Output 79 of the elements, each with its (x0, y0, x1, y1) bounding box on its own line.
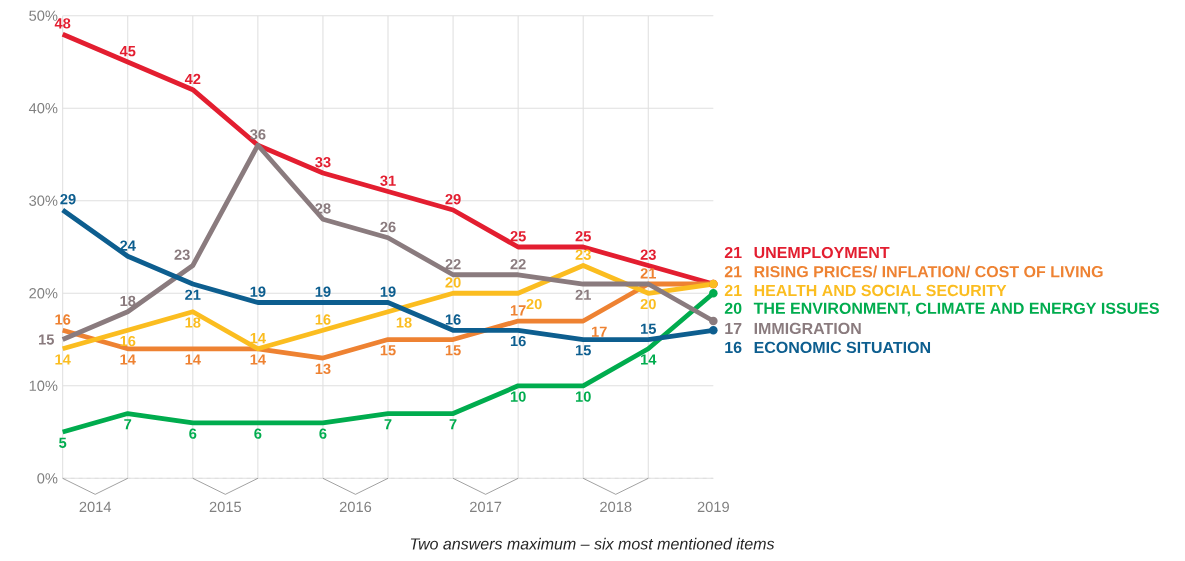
data-label: 17 (591, 326, 607, 337)
data-label: 7 (384, 419, 392, 430)
y-tick-label: 20% (29, 288, 58, 299)
data-label: 18 (120, 295, 136, 307)
data-label: 36 (250, 129, 266, 140)
data-label: 14 (250, 333, 266, 344)
data-label: 20 (526, 298, 542, 310)
data-label: 21 (185, 289, 201, 300)
data-label: 21 (575, 289, 591, 300)
data-label: 7 (449, 419, 457, 430)
y-tick-label: 10% (29, 380, 58, 391)
data-label: 18 (396, 317, 412, 328)
data-label: 16 (445, 314, 461, 325)
data-label: 19 (250, 286, 266, 297)
data-label: 20 (640, 298, 656, 310)
data-label: 15 (445, 345, 461, 356)
data-label: 21 (724, 265, 742, 278)
data-label: 6 (319, 428, 327, 439)
data-label: 10 (510, 391, 526, 402)
x-tick-label: 2014 (79, 501, 112, 513)
text: IMMIGRATION (754, 322, 861, 335)
y-tick-label: 0% (37, 473, 58, 484)
data-label: 19 (380, 286, 396, 297)
data-label: 16 (315, 314, 331, 325)
data-label: 45 (119, 46, 136, 57)
data-label: 33 (315, 156, 331, 168)
text: ECONOMIC SITUATION (754, 341, 931, 354)
x-tick-label: 2019 (697, 501, 729, 513)
data-label: 23 (174, 249, 190, 260)
data-label: 6 (254, 428, 262, 439)
text: HEALTH AND SOCIAL SECURITY (754, 284, 1007, 297)
data-label: 14 (641, 354, 657, 365)
data-label: 13 (315, 363, 331, 375)
y-tick-label: 30% (29, 195, 58, 206)
x-tick-label: 2015 (209, 501, 242, 513)
data-label: 17 (725, 322, 742, 334)
data-label: 15 (380, 345, 396, 356)
data-label: 20 (445, 277, 461, 288)
data-label: 15 (641, 323, 657, 334)
text: UNEMPLOYMENT (754, 246, 890, 259)
data-label: 5 (59, 437, 67, 448)
data-label: 25 (575, 231, 591, 242)
data-label: 29 (60, 194, 76, 205)
text: THE ENVIRONMENT, CLIMATE AND ENERGY ISSUES (753, 302, 1159, 317)
data-label: 15 (39, 334, 54, 345)
data-label: 7 (124, 419, 132, 430)
data-label: 14 (55, 354, 71, 365)
text: Two answers maximum – six most mentioned items (410, 537, 775, 550)
data-label: 14 (120, 354, 136, 365)
y-tick-label: 40% (28, 103, 58, 114)
data-label: 31 (380, 175, 396, 186)
data-label: 22 (445, 258, 461, 270)
data-label: 21 (724, 284, 742, 296)
data-label: 6 (189, 428, 197, 439)
data-label: 10 (575, 391, 591, 402)
data-label: 26 (380, 221, 396, 233)
data-label: 21 (640, 268, 657, 279)
data-label: 16 (725, 341, 742, 354)
x-tick-label: 2017 (470, 501, 502, 513)
data-label: 42 (184, 73, 201, 85)
data-label: 14 (185, 354, 201, 365)
data-label: 17 (510, 305, 526, 316)
data-label: 14 (250, 354, 266, 365)
data-label: 21 (724, 246, 742, 259)
data-label: 19 (315, 286, 331, 297)
data-label: 18 (185, 317, 201, 328)
x-tick-label: 2016 (339, 501, 372, 513)
text: RISING PRICES/ INFLATION/ COST OF LIVING (754, 265, 1103, 278)
data-label: 25 (510, 231, 526, 242)
data-label: 16 (510, 335, 526, 347)
data-label: 15 (575, 345, 591, 356)
data-label: 22 (510, 258, 526, 270)
data-label: 16 (120, 335, 136, 347)
x-tick-label: 2018 (600, 501, 632, 513)
data-label: 29 (445, 194, 461, 205)
data-label: 23 (640, 249, 656, 260)
data-label: 16 (55, 314, 71, 325)
data-label: 23 (575, 249, 591, 260)
data-label: 20 (724, 302, 742, 314)
